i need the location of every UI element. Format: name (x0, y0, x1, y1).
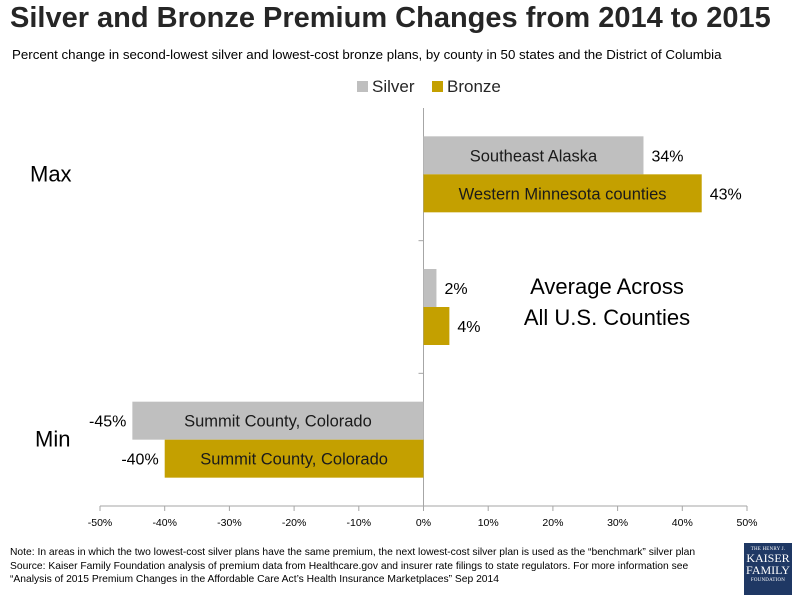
x-tick-label: -50% (88, 517, 113, 529)
x-tick-label: -40% (152, 517, 177, 529)
x-tick-label: -10% (347, 517, 372, 529)
data-label: -45% (89, 414, 126, 431)
x-tick-label: 20% (542, 517, 563, 529)
note-line: Note: In areas in which the two lowest-c… (10, 547, 696, 558)
x-tick-label: 30% (607, 517, 628, 529)
data-label: -40% (121, 452, 158, 469)
data-label: 4% (457, 319, 480, 336)
bar-label: Southeast Alaska (470, 147, 598, 165)
average-annotation: Average Across (530, 274, 684, 299)
legend-label-silver: Silver (372, 77, 415, 96)
bar-label: Western Minnesota counties (459, 185, 667, 203)
x-tick-label: 10% (478, 517, 499, 529)
legend-swatch-silver (357, 81, 368, 92)
kff-logo: THE HENRY J. KAISER FAMILY FOUNDATION (744, 543, 792, 595)
legend-label-bronze: Bronze (447, 77, 501, 96)
chart-title: Silver and Bronze Premium Changes from 2… (10, 2, 771, 34)
bar-silver (423, 269, 437, 307)
source-line: Source: Kaiser Family Foundation analysi… (10, 560, 689, 572)
bar-chart: Silver Bronze -50% -40% -30% -20% -10% 0% 10% 20%… (30, 77, 758, 529)
bar-bronze (164, 439, 424, 478)
bar-silver (423, 136, 644, 175)
data-label: 43% (710, 186, 742, 203)
reference-line: “Analysis of 2015 Premium Changes in the… (10, 574, 499, 585)
x-tick-label: -20% (282, 517, 307, 529)
data-label: 2% (444, 281, 467, 298)
legend-swatch-bronze (432, 81, 443, 92)
category-label: Min (35, 427, 70, 452)
bar-silver (132, 401, 424, 440)
x-tick-label: 0% (416, 517, 431, 529)
bar-label: Summit County, Colorado (184, 413, 372, 431)
category-label: Max (30, 161, 72, 186)
bar-bronze (423, 307, 450, 345)
data-label: 34% (651, 148, 683, 165)
bar-label: Summit County, Colorado (200, 451, 388, 469)
x-tick-label: -30% (217, 517, 242, 529)
x-tick-label: 50% (736, 517, 757, 529)
chart-subtitle: Percent change in second-lowest silver a… (12, 47, 722, 62)
footnotes: Note: In areas in which the two lowest-c… (10, 546, 695, 587)
average-annotation: All U.S. Counties (524, 305, 690, 330)
x-tick-label: 40% (672, 517, 693, 529)
bar-bronze (423, 174, 702, 213)
